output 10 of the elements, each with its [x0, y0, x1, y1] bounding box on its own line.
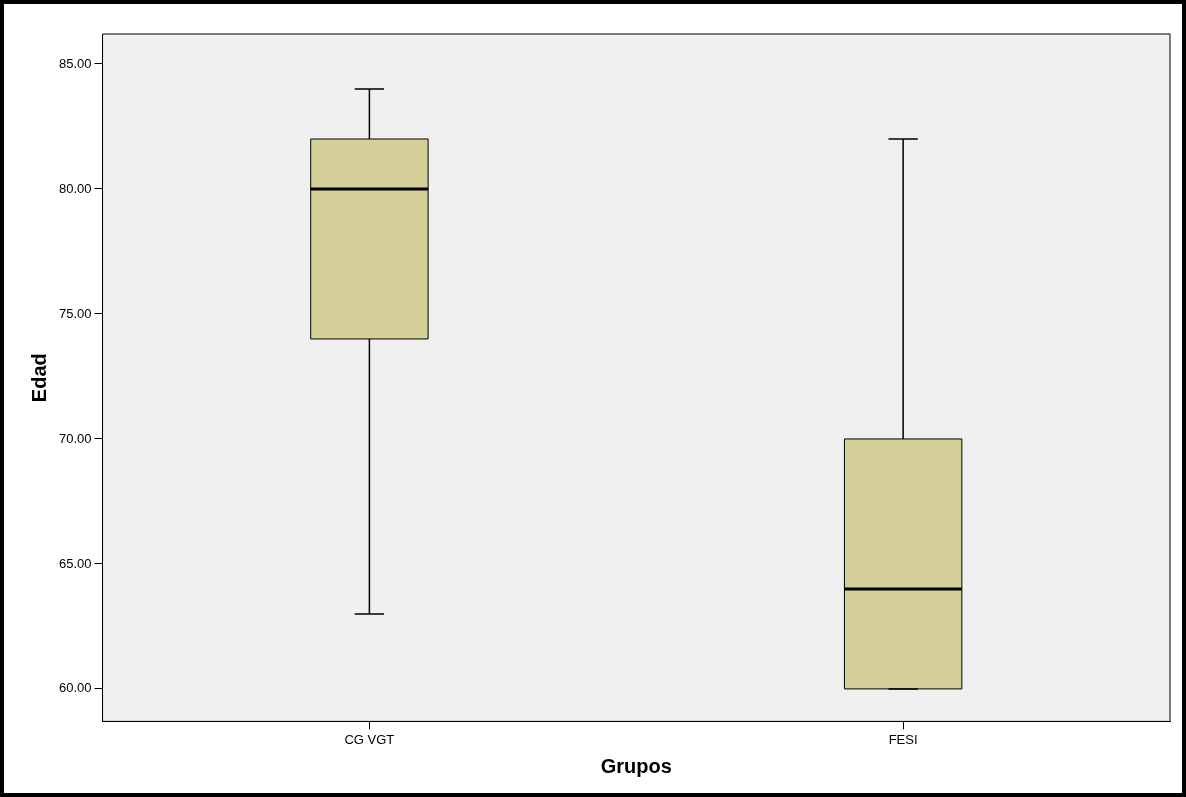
y-tick-label: 65.00 [58, 555, 92, 571]
y-tick-label: 75.00 [58, 305, 92, 321]
x-tick-label: FESI [888, 731, 918, 747]
y-tick-label: 80.00 [58, 180, 92, 196]
x-axis-title: Grupos [600, 754, 672, 777]
y-tick-label: 60.00 [58, 680, 92, 696]
y-tick-label: 70.00 [58, 430, 92, 446]
y-tick-label: 85.00 [58, 55, 92, 71]
y-axis-title: Edad [27, 353, 50, 403]
x-tick-label: CG VGT [344, 731, 395, 747]
